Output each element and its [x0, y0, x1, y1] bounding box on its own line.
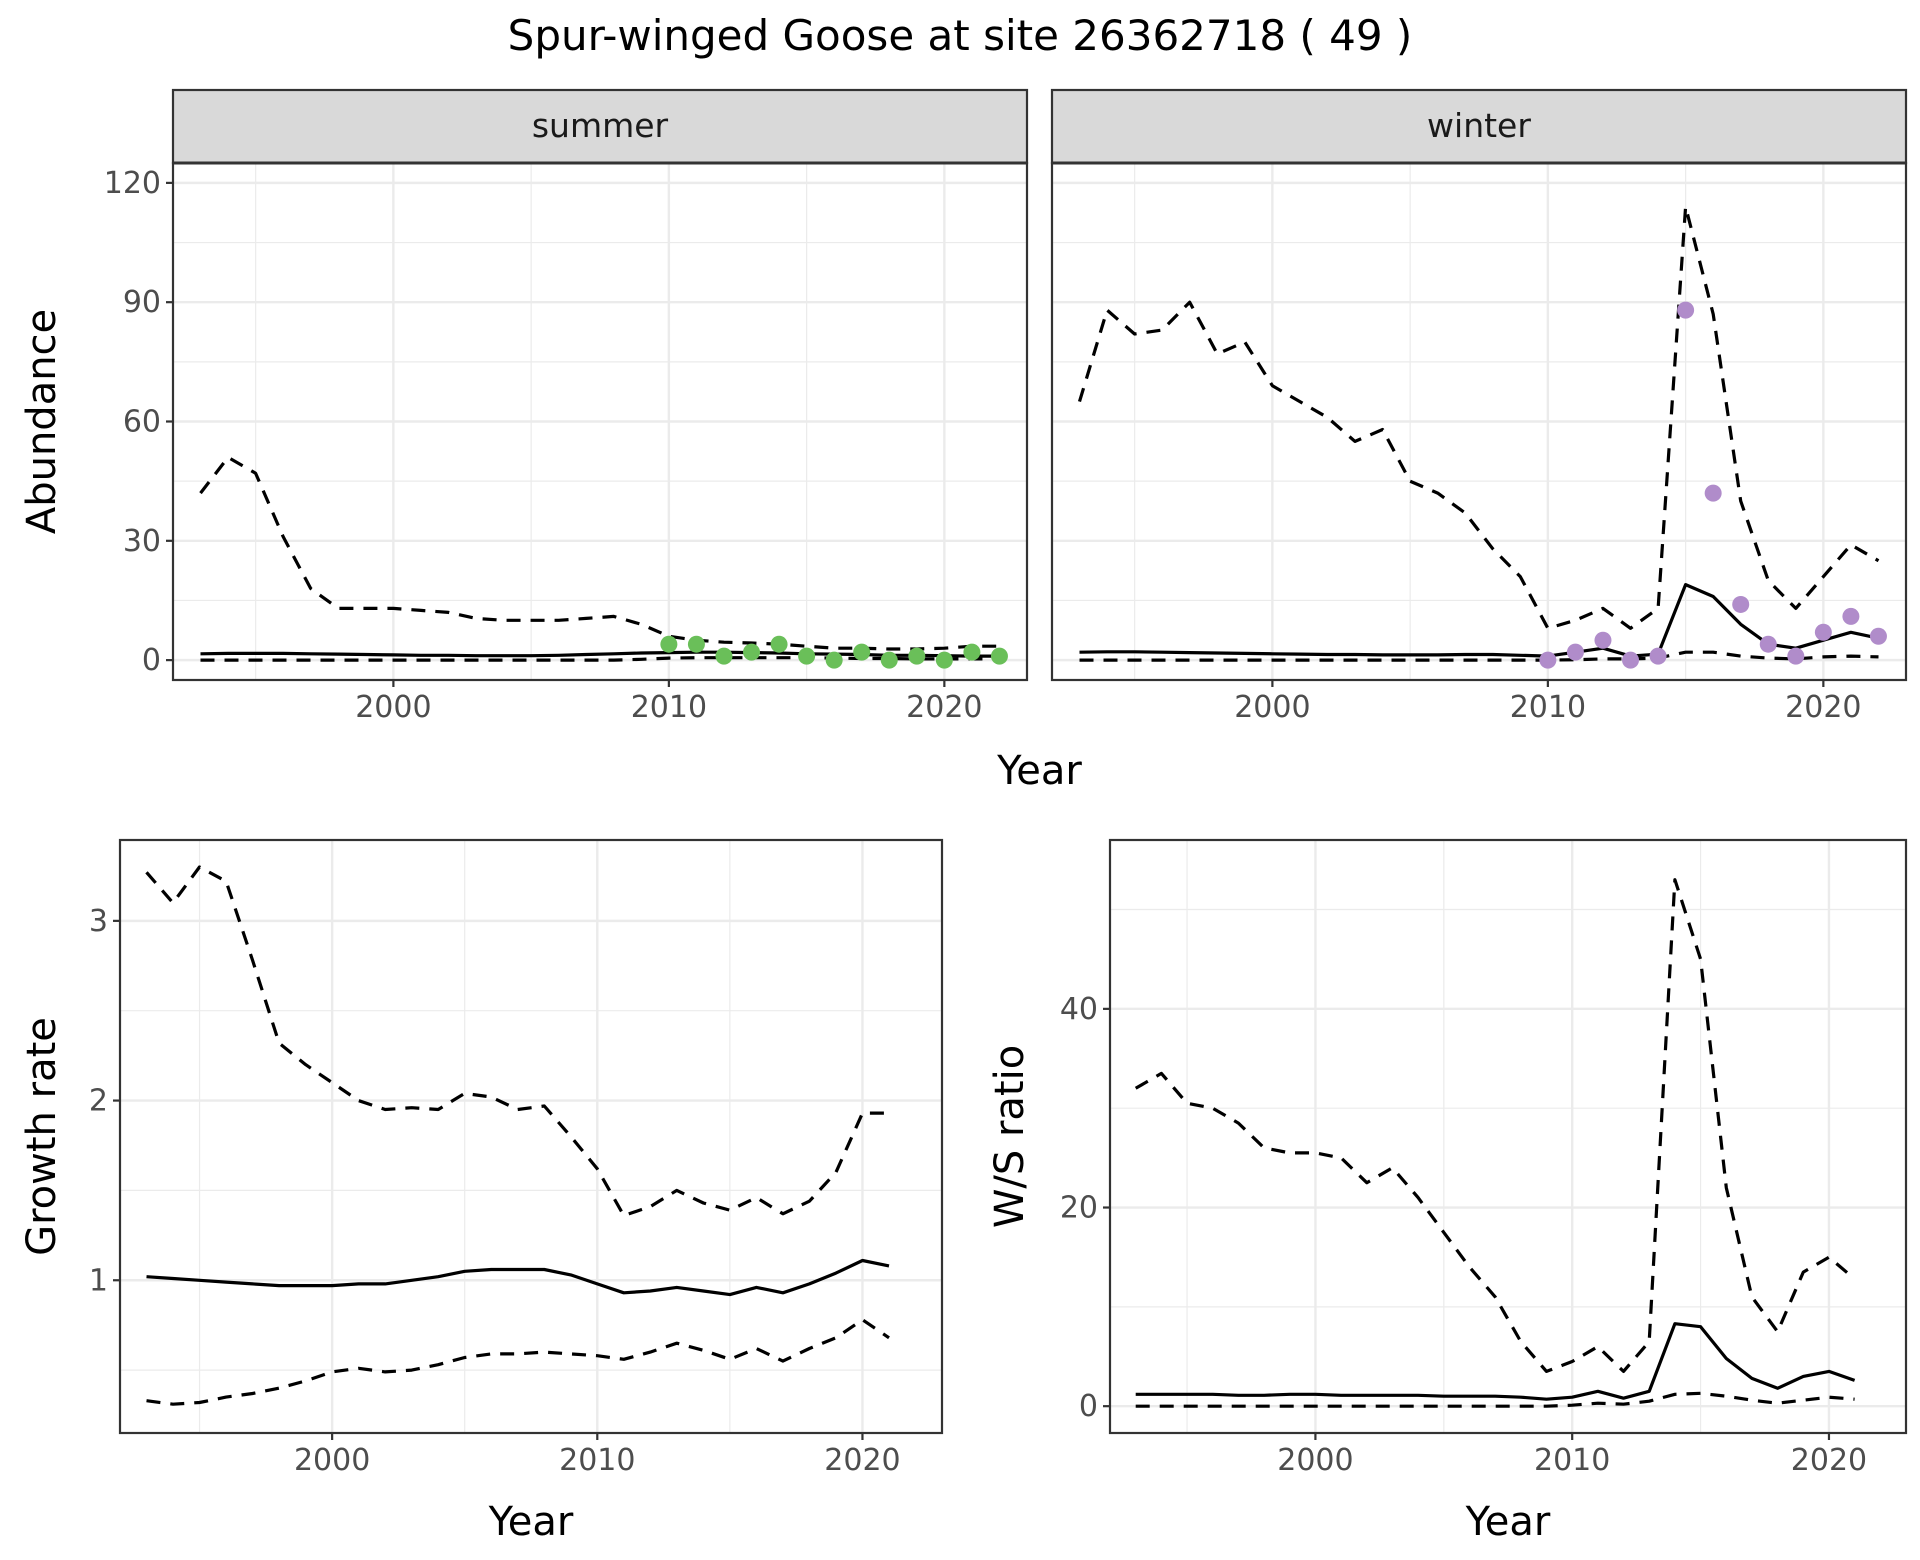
- observed-point: [853, 643, 871, 661]
- x-tick-label: 2020: [1791, 1443, 1867, 1478]
- x-tick-label: 2000: [1277, 1443, 1353, 1478]
- y-tick-label: 0: [1079, 1389, 1098, 1424]
- x-tick-label: 2010: [1534, 1443, 1610, 1478]
- x-tick-label: 2000: [294, 1443, 370, 1478]
- observed-point: [1677, 301, 1695, 319]
- observed-point: [770, 635, 788, 653]
- panel-lines: [145, 865, 890, 1406]
- y-tick-label: 40: [1060, 992, 1098, 1027]
- observed-point: [1704, 484, 1722, 502]
- upper-ci-line: [145, 865, 889, 1218]
- observed-point: [1622, 651, 1640, 669]
- estimate-line: [146, 1258, 890, 1297]
- x-axis-title: Year: [488, 1499, 574, 1545]
- facet-winter: winter 2000 2010 2020: [1050, 88, 1908, 725]
- y-tick-label: 20: [1060, 1191, 1098, 1226]
- x-tick-label: 2020: [906, 690, 982, 725]
- observed-point: [1842, 607, 1860, 625]
- x-tick-label: 2000: [355, 690, 431, 725]
- observed-point: [1787, 647, 1805, 665]
- observed-point: [825, 651, 843, 669]
- observed-point: [687, 635, 705, 653]
- plot-background: [1110, 840, 1906, 1433]
- observed-point: [990, 647, 1008, 665]
- estimate-line: [1135, 1322, 1856, 1401]
- panel-growth: 2000 2010 2020 1 2 3 Year Growth rate: [19, 838, 944, 1545]
- x-tick-label: 2010: [631, 690, 707, 725]
- y-tick-label: 2: [89, 1084, 108, 1119]
- observed-point: [1566, 643, 1584, 661]
- x-axis-title: Year: [1465, 1499, 1551, 1545]
- lower-ci-line: [200, 656, 1000, 662]
- facet-lines: [199, 455, 1008, 669]
- observed-point: [880, 651, 898, 669]
- panel-border: [1108, 838, 1908, 1435]
- lower-ci-line: [1079, 650, 1879, 662]
- x-tick-label: 2020: [1785, 690, 1861, 725]
- y-axis-title: Growth rate: [19, 1017, 65, 1256]
- observed-point: [743, 643, 761, 661]
- observed-point: [660, 635, 678, 653]
- panel-border: [118, 838, 944, 1435]
- y-tick-label: 30: [123, 524, 161, 559]
- facet-summer: summer 2000 2010 2020 0 30 60 90 120: [104, 88, 1029, 725]
- upper-ci-line: [1077, 205, 1880, 630]
- observed-point: [935, 651, 953, 669]
- x-axis-title: Year: [996, 748, 1082, 794]
- y-tick-label: 60: [123, 405, 161, 440]
- y-tick-label: 3: [89, 904, 108, 939]
- panel-lines: [1134, 878, 1856, 1408]
- observed-point: [908, 647, 926, 665]
- y-axis-title: Abundance: [19, 309, 65, 534]
- observed-point: [1539, 651, 1557, 669]
- observed-point: [1759, 635, 1777, 653]
- y-tick-label: 1: [89, 1263, 108, 1298]
- y-tick-label: 0: [142, 643, 161, 678]
- observed-point: [963, 643, 981, 661]
- observed-point: [1732, 595, 1750, 613]
- facet-lines: [1077, 205, 1887, 669]
- strip-label-summer: summer: [532, 106, 669, 145]
- strip-label-winter: winter: [1427, 106, 1531, 145]
- x-tick-label: 2020: [824, 1443, 900, 1478]
- observed-point: [1814, 623, 1832, 641]
- chart-title: Spur-winged Goose at site 26362718 ( 49 …: [508, 11, 1413, 60]
- y-axis-title: W/S ratio: [987, 1045, 1033, 1228]
- lower-ci-line: [146, 1318, 890, 1406]
- y-tick-label: 120: [104, 166, 161, 201]
- observed-point: [1649, 647, 1667, 665]
- observed-point: [1869, 627, 1887, 645]
- observed-point: [798, 647, 816, 665]
- observed-point: [715, 647, 733, 665]
- estimate-line: [1079, 582, 1879, 658]
- observed-point: [1594, 631, 1612, 649]
- x-tick-label: 2010: [559, 1443, 635, 1478]
- x-tick-label: 2010: [1510, 690, 1586, 725]
- lower-ci-line: [1135, 1391, 1855, 1408]
- y-tick-label: 90: [123, 285, 161, 320]
- x-tick-label: 2000: [1234, 690, 1310, 725]
- panel-ratio: 2000 2010 2020 0 20 40 Year W/S ratio: [987, 838, 1908, 1545]
- plot-background: [120, 840, 942, 1433]
- upper-ci-line: [1134, 878, 1856, 1374]
